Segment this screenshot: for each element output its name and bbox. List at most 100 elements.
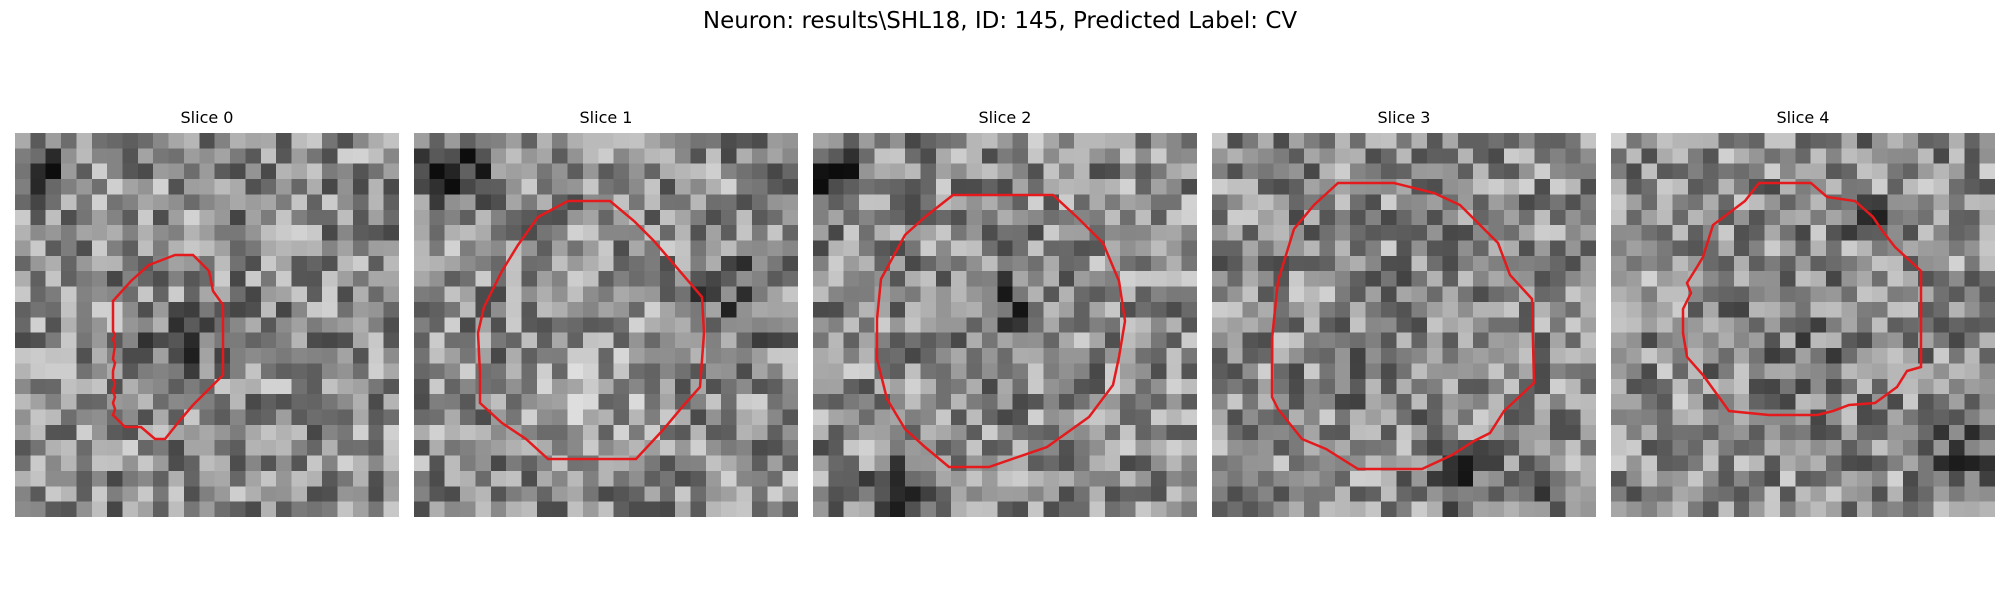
pixel xyxy=(997,271,1014,288)
pixel xyxy=(1043,332,1060,349)
pixel xyxy=(322,240,339,257)
pixel xyxy=(153,163,170,180)
pixel xyxy=(337,363,354,380)
pixel xyxy=(1365,255,1382,272)
pixel xyxy=(1779,317,1796,334)
pixel xyxy=(1979,378,1995,395)
pixel xyxy=(721,194,738,211)
pixel xyxy=(490,409,507,426)
pixel xyxy=(291,163,308,180)
pixel xyxy=(1856,486,1873,503)
pixel xyxy=(291,409,308,426)
pixel xyxy=(368,209,385,226)
pixel xyxy=(506,317,523,334)
pixel xyxy=(598,209,615,226)
pixel xyxy=(1749,409,1766,426)
pixel xyxy=(352,409,369,426)
pixel xyxy=(966,317,983,334)
pixel xyxy=(444,486,461,503)
pixel xyxy=(107,501,124,517)
pixel xyxy=(1166,148,1183,165)
pixel xyxy=(61,255,78,272)
pixel xyxy=(1534,332,1551,349)
pixel xyxy=(337,286,354,303)
pixel xyxy=(352,440,369,457)
pixel xyxy=(199,194,216,211)
pixel xyxy=(1012,286,1029,303)
pixel xyxy=(414,332,430,349)
pixel xyxy=(905,470,922,487)
pixel xyxy=(1565,240,1582,257)
pixel xyxy=(705,378,722,395)
pixel xyxy=(1519,440,1536,457)
pixel xyxy=(675,301,692,318)
pixel xyxy=(230,271,246,288)
pixel xyxy=(1733,455,1750,472)
pixel xyxy=(1334,209,1351,226)
pixel xyxy=(736,501,753,517)
pixel xyxy=(1258,348,1275,364)
pixel xyxy=(721,301,738,318)
pixel xyxy=(1334,440,1351,457)
pixel xyxy=(1166,271,1183,288)
pixel xyxy=(1718,225,1735,242)
pixel xyxy=(1795,501,1812,517)
pixel xyxy=(1733,317,1750,334)
pixel xyxy=(751,501,768,517)
pixel xyxy=(1641,394,1658,411)
pixel xyxy=(767,240,784,257)
pixel xyxy=(1565,133,1582,149)
pixel xyxy=(1166,240,1183,257)
pixel xyxy=(107,317,124,334)
pixel xyxy=(1135,440,1152,457)
pixel xyxy=(429,501,446,517)
pixel xyxy=(951,424,968,441)
pixel xyxy=(383,501,399,517)
pixel xyxy=(1687,209,1704,226)
pixel xyxy=(1334,486,1351,503)
pixel xyxy=(230,163,246,180)
pixel xyxy=(1166,424,1183,441)
pixel xyxy=(1565,501,1582,517)
pixel xyxy=(1028,363,1044,380)
pixel xyxy=(1580,348,1596,364)
pixel xyxy=(613,255,630,272)
pixel xyxy=(230,317,246,334)
pixel xyxy=(1887,179,1904,196)
pixel xyxy=(567,501,584,517)
pixel xyxy=(536,348,553,364)
pixel xyxy=(1028,240,1044,257)
pixel xyxy=(30,409,47,426)
pixel xyxy=(153,317,170,334)
pixel xyxy=(629,301,645,318)
pixel xyxy=(629,163,645,180)
pixel xyxy=(767,179,784,196)
pixel xyxy=(1519,317,1536,334)
pixel xyxy=(721,409,738,426)
pixel xyxy=(153,240,170,257)
pixel xyxy=(1519,332,1536,349)
pixel xyxy=(1258,133,1275,149)
pixel xyxy=(1703,271,1720,288)
pixel xyxy=(414,286,430,303)
pixel xyxy=(1258,240,1275,257)
pixel xyxy=(1319,424,1336,441)
pixel xyxy=(1104,348,1121,364)
pixel xyxy=(1948,486,1965,503)
pixel xyxy=(1411,286,1428,303)
pixel xyxy=(368,179,385,196)
pixel xyxy=(475,486,492,503)
pixel xyxy=(874,378,891,395)
pixel xyxy=(153,271,170,288)
pixel xyxy=(1488,301,1505,318)
pixel xyxy=(598,255,615,272)
pixel xyxy=(306,501,323,517)
pixel xyxy=(767,424,784,441)
pixel xyxy=(644,194,661,211)
pixel xyxy=(1795,286,1812,303)
pixel xyxy=(675,179,692,196)
pixel xyxy=(214,163,231,180)
pixel xyxy=(1319,301,1336,318)
pixel xyxy=(1427,394,1443,411)
pixel xyxy=(1657,455,1674,472)
